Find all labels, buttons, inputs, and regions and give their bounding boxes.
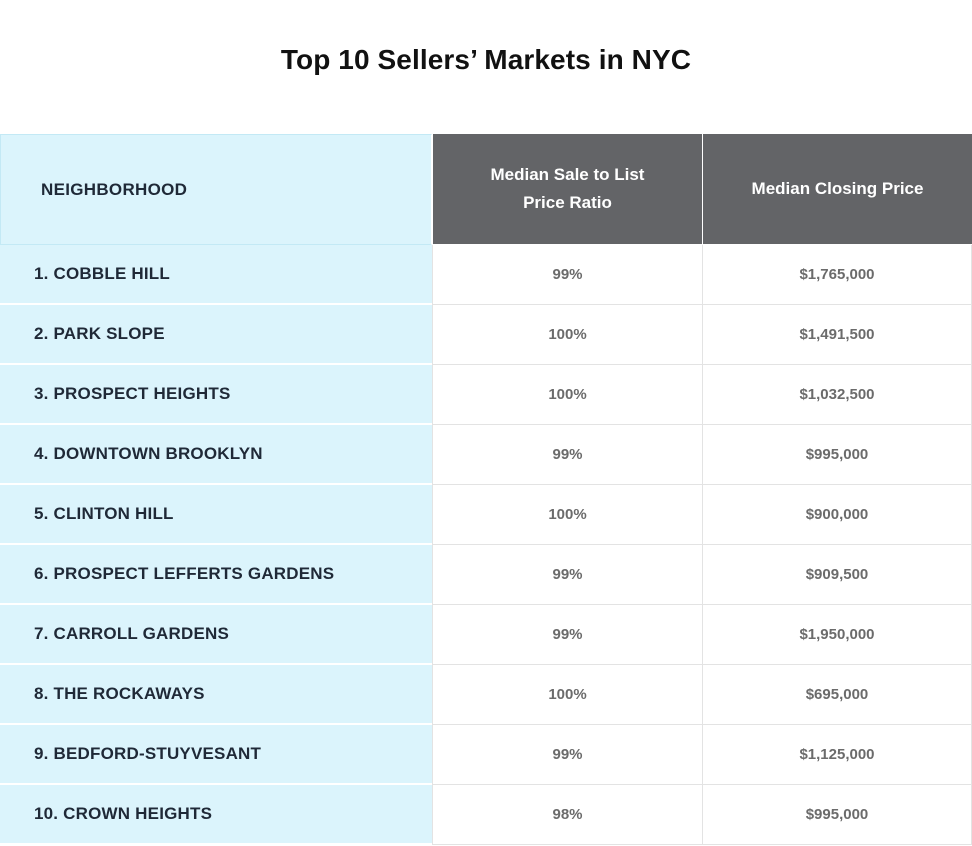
- cell-ratio: 99%: [432, 605, 702, 665]
- cell-ratio: 99%: [432, 725, 702, 785]
- cell-neighborhood: 10. CROWN HEIGHTS: [0, 785, 432, 845]
- header-ratio-cell: Median Sale to List Price Ratio: [432, 134, 702, 245]
- cell-neighborhood: 4. DOWNTOWN BROOKLYN: [0, 425, 432, 485]
- page-title: Top 10 Sellers’ Markets in NYC: [280, 44, 692, 75]
- header-price: Median Closing Price: [751, 179, 924, 198]
- cell-neighborhood: 7. CARROLL GARDENS: [0, 605, 432, 665]
- cell-ratio: 99%: [432, 545, 702, 605]
- header-neighborhood: NEIGHBORHOOD: [0, 134, 432, 245]
- cell-price: $1,950,000: [702, 605, 972, 665]
- cell-price: $900,000: [702, 485, 972, 545]
- table-row: 3. PROSPECT HEIGHTS 100% $1,032,500: [0, 365, 972, 425]
- cell-price: $1,491,500: [702, 305, 972, 365]
- cell-price: $995,000: [702, 785, 972, 845]
- cell-price: $1,032,500: [702, 365, 972, 425]
- cell-price: $695,000: [702, 665, 972, 725]
- cell-neighborhood: 8. THE ROCKAWAYS: [0, 665, 432, 725]
- table-row: 6. PROSPECT LEFFERTS GARDENS 99% $909,50…: [0, 545, 972, 605]
- table-row: 7. CARROLL GARDENS 99% $1,950,000: [0, 605, 972, 665]
- table-row: 2. PARK SLOPE 100% $1,491,500: [0, 305, 972, 365]
- cell-ratio: 100%: [432, 305, 702, 365]
- table-row: 4. DOWNTOWN BROOKLYN 99% $995,000: [0, 425, 972, 485]
- cell-ratio: 100%: [432, 365, 702, 425]
- table-row: 10. CROWN HEIGHTS 98% $995,000: [0, 785, 972, 845]
- sellers-market-table: NEIGHBORHOOD Median Sale to List Price R…: [0, 134, 972, 845]
- cell-ratio: 100%: [432, 665, 702, 725]
- cell-price: $1,765,000: [702, 245, 972, 305]
- cell-price: $995,000: [702, 425, 972, 485]
- cell-price: $909,500: [702, 545, 972, 605]
- cell-neighborhood: 9. BEDFORD-STUYVESANT: [0, 725, 432, 785]
- table-row: 1. COBBLE HILL 99% $1,765,000: [0, 245, 972, 305]
- cell-ratio: 100%: [432, 485, 702, 545]
- cell-ratio: 99%: [432, 425, 702, 485]
- cell-neighborhood: 5. CLINTON HILL: [0, 485, 432, 545]
- table-row: 8. THE ROCKAWAYS 100% $695,000: [0, 665, 972, 725]
- cell-neighborhood: 6. PROSPECT LEFFERTS GARDENS: [0, 545, 432, 605]
- table-row: 9. BEDFORD-STUYVESANT 99% $1,125,000: [0, 725, 972, 785]
- cell-neighborhood: 1. COBBLE HILL: [0, 245, 432, 305]
- header-price-cell: Median Closing Price: [702, 134, 972, 245]
- table-header-row: NEIGHBORHOOD Median Sale to List Price R…: [0, 134, 972, 245]
- cell-neighborhood: 2. PARK SLOPE: [0, 305, 432, 365]
- cell-price: $1,125,000: [702, 725, 972, 785]
- cell-ratio: 99%: [432, 245, 702, 305]
- cell-neighborhood: 3. PROSPECT HEIGHTS: [0, 365, 432, 425]
- header-ratio: Median Sale to List Price Ratio: [490, 165, 645, 212]
- cell-ratio: 98%: [432, 785, 702, 845]
- table-row: 5. CLINTON HILL 100% $900,000: [0, 485, 972, 545]
